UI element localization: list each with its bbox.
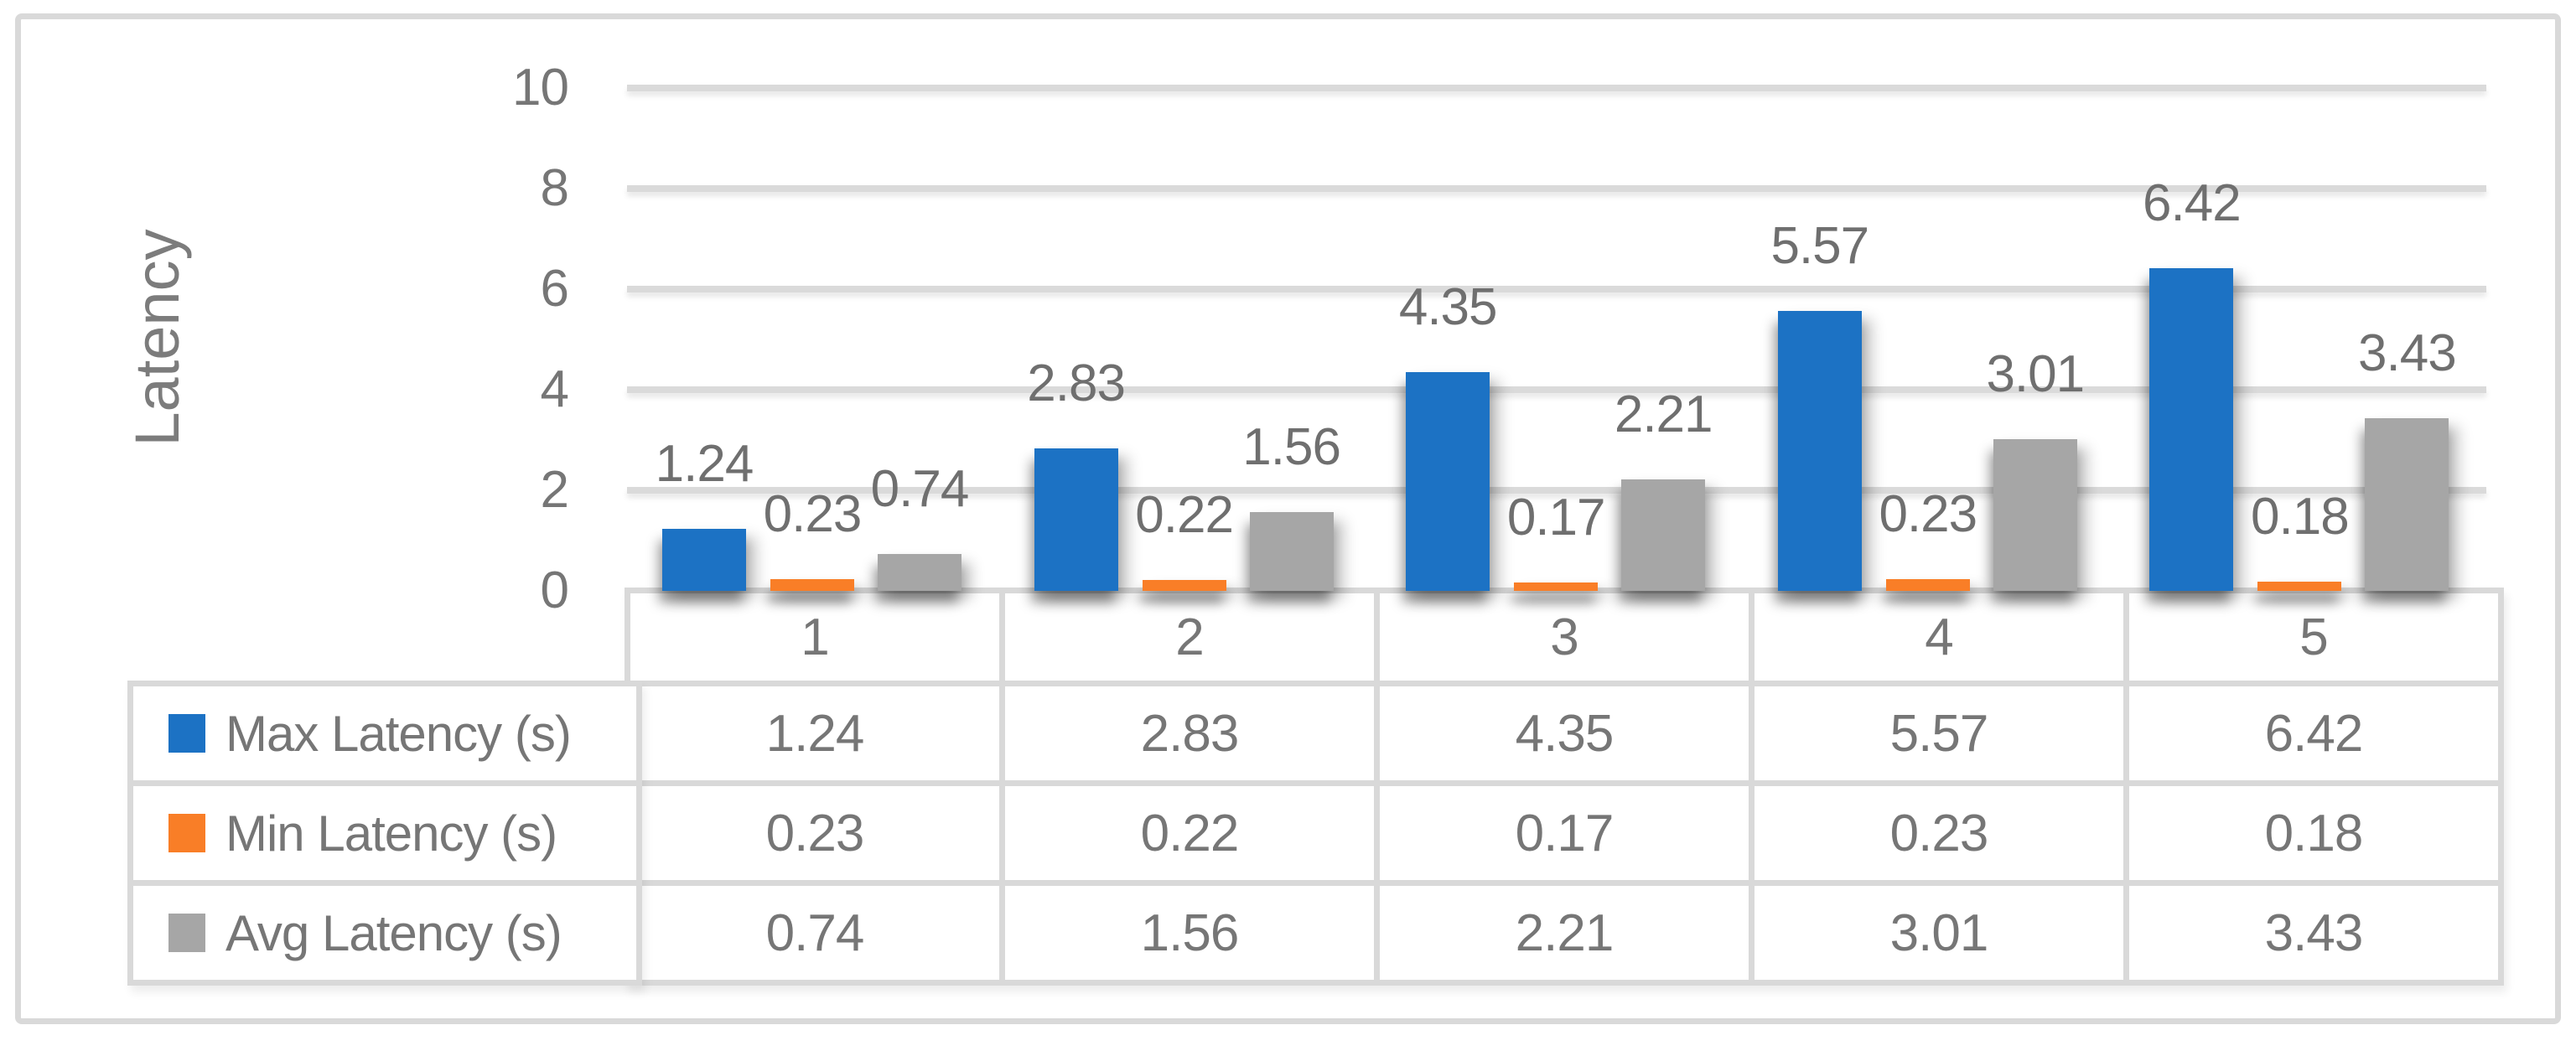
bar-data-label: 0.74 [870,459,970,518]
bar-min-latency-s [1514,582,1599,591]
value-cell: 0.23 [630,786,999,880]
legend-series-label: Avg Latency (s) [225,904,562,961]
value-cell: 0.22 [1005,786,1374,880]
bar-max-latency-s [1034,448,1118,591]
bar-data-label: 0.22 [1135,485,1234,544]
legend-row: Avg Latency (s) [133,886,636,980]
bar-data-label: 3.43 [2358,324,2457,383]
legend-series-label: Min Latency (s) [225,805,557,862]
value-cell: 0.17 [1380,786,1749,880]
y-tick-label: 4 [540,360,569,418]
bar-data-label: 0.18 [2251,488,2350,546]
value-cell: 0.23 [1754,786,2123,880]
value-cell: 4.35 [1380,686,1749,780]
bar-min-latency-s [1142,579,1226,591]
bar-data-label: 2.83 [1027,355,1126,413]
legend-row: Max Latency (s) [133,686,636,780]
gridline [627,386,2486,393]
bar-data-label: 2.21 [1614,386,1713,444]
y-tick-label: 10 [512,59,569,116]
category-header-cell: 3 [1380,593,1749,681]
value-cell: 6.42 [2129,686,2498,780]
value-cell: 1.56 [1005,886,1374,980]
bar-max-latency-s [1406,372,1490,591]
y-tick-label: 8 [540,159,569,217]
legend-swatch-icon [168,714,205,753]
value-cell: 2.83 [1005,686,1374,780]
gridline [627,286,2486,293]
legend-series-label: Max Latency (s) [225,705,572,762]
bar-data-label: 1.56 [1242,418,1341,477]
bar-avg-latency-s [2365,418,2449,591]
gridline [627,487,2486,494]
bar-max-latency-s [662,528,746,591]
bar-avg-latency-s [1993,439,2077,591]
bar-min-latency-s [2257,582,2342,591]
bar-data-label: 0.17 [1506,488,1606,546]
y-tick-label: 2 [540,461,569,519]
value-cell: 3.01 [1754,886,2123,980]
legend-row: Min Latency (s) [133,786,636,880]
value-cell: 1.24 [630,686,999,780]
bar-avg-latency-s [1621,479,1706,591]
legend-table: Max Latency (s) Min Latency (s) Avg Latenc… [127,681,642,986]
y-tick-label: 6 [540,260,569,318]
bar-min-latency-s [770,579,854,591]
bar-data-label: 0.23 [763,485,863,544]
bar-data-label: 1.24 [655,434,754,493]
value-cell: 0.18 [2129,786,2498,880]
y-axis-title: Latency [122,229,192,447]
category-header-cell: 1 [630,593,999,681]
value-cell: 3.43 [2129,886,2498,980]
bar-avg-latency-s [1249,512,1334,591]
gridline [627,85,2486,91]
value-cell: 0.74 [630,886,999,980]
value-table: 1 2 3 4 5 1.24 2.83 4.35 5.57 6.42 0.23 0.22 0.17 0.2… [625,588,2504,986]
gridline [627,185,2486,192]
bar-max-latency-s [1777,310,1862,591]
value-cell: 5.57 [1754,686,2123,780]
category-header-cell: 5 [2129,593,2498,681]
bar-max-latency-s [2149,267,2234,591]
bar-data-label: 6.42 [2143,173,2242,232]
bar-data-label: 3.01 [1986,345,2085,404]
legend-swatch-icon [168,914,205,952]
bar-data-label: 4.35 [1398,278,1498,336]
bar-data-label: 0.23 [1879,485,1977,544]
category-header-cell: 2 [1005,593,1374,681]
bar-data-label: 5.57 [1770,216,1869,275]
category-header-cell: 4 [1754,593,2123,681]
legend-swatch-icon [168,814,205,852]
y-tick-label: 0 [540,562,569,619]
bar-min-latency-s [1885,579,1970,591]
bar-avg-latency-s [878,553,961,591]
value-cell: 2.21 [1380,886,1749,980]
